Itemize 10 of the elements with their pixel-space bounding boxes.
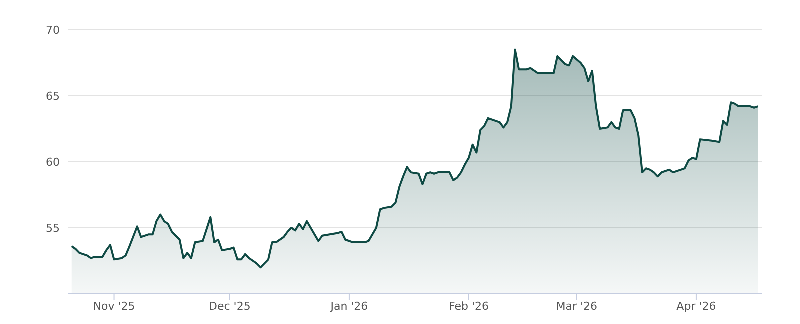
x-tick-label: Jan '26 — [330, 300, 368, 313]
y-tick-label: 55 — [46, 222, 60, 235]
x-tick-label: Dec '25 — [209, 300, 251, 313]
x-tick-label: Mar '26 — [556, 300, 598, 313]
x-tick-label: Feb '26 — [448, 300, 489, 313]
y-tick-label: 65 — [46, 90, 60, 103]
y-tick-label: 70 — [46, 24, 60, 37]
x-tick-label: Nov '25 — [93, 300, 136, 313]
y-tick-label: 60 — [46, 156, 60, 169]
x-tick-label: Apr '26 — [676, 300, 716, 313]
